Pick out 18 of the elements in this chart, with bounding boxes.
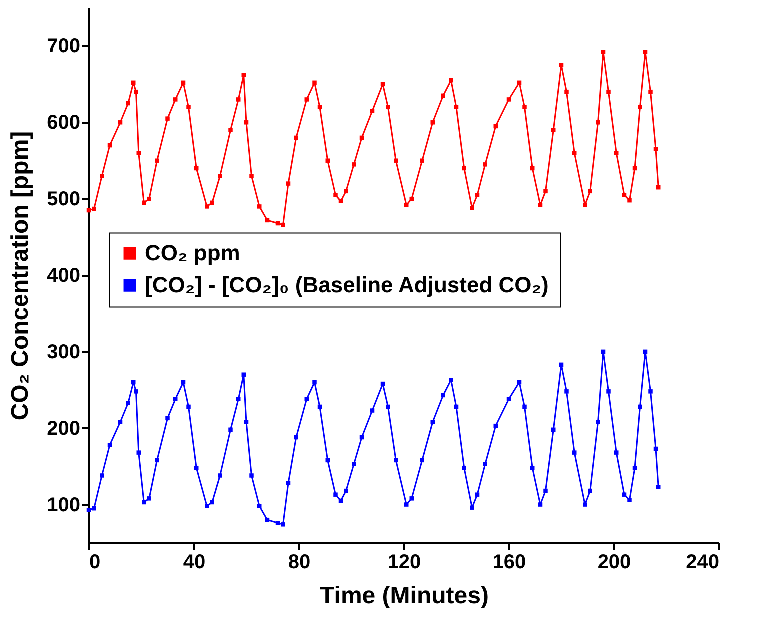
y-tick-label: 100 — [47, 494, 80, 516]
x-tick-label: 80 — [288, 552, 311, 574]
x-tick-label: 120 — [388, 552, 422, 574]
legend-label: [CO₂] - [CO₂]₀ (Baseline Adjusted CO₂) — [145, 272, 549, 298]
y-tick-label: 500 — [47, 188, 80, 211]
y-tick-label: 400 — [47, 265, 80, 287]
x-axis-title: Time (Minutes) — [320, 582, 489, 610]
x-tick-label: 0 — [90, 552, 101, 574]
y-tick-label: 700 — [47, 36, 80, 58]
x-tick-label: 160 — [492, 552, 526, 574]
x-tick-label: 200 — [598, 552, 632, 574]
legend-label: CO₂ ppm — [145, 240, 240, 266]
y-tick-label: 300 — [47, 341, 80, 364]
x-tick-label: 240 — [686, 552, 720, 574]
x-tick-label: 40 — [183, 552, 206, 574]
y-axis-title: CO₂ Concentration [ppm] — [7, 131, 34, 421]
y-tick-label: 200 — [47, 418, 80, 440]
y-tick-label: 600 — [47, 112, 80, 134]
